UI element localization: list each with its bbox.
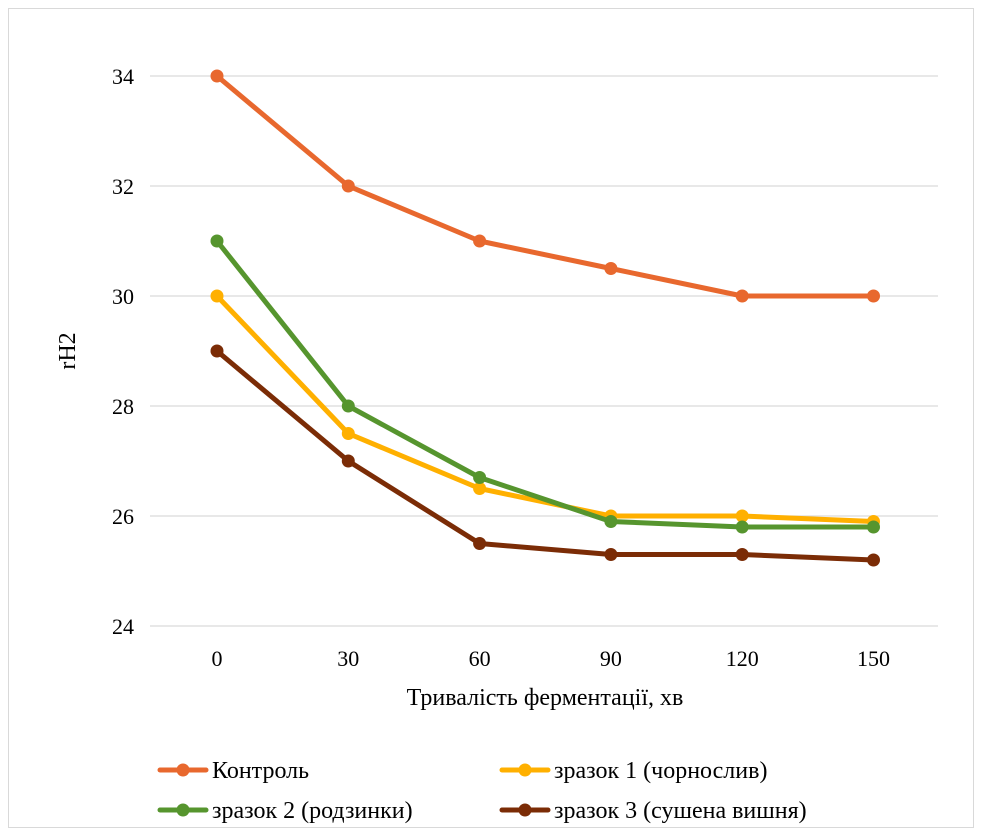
- series-line: [214, 73, 876, 299]
- y-tick-label: 34: [112, 64, 134, 89]
- y-tick-label: 24: [112, 614, 134, 639]
- legend-label: Контроль: [212, 758, 309, 784]
- legend-item: Контроль: [157, 758, 309, 784]
- legend-item: зразок 1 (чорнослив): [499, 758, 767, 784]
- legend-label: зразок 3 (сушена вишня): [554, 798, 807, 824]
- x-tick-label: 120: [726, 646, 759, 671]
- y-tick-label: 30: [112, 284, 134, 309]
- series-lines: [210, 69, 880, 567]
- x-tick-label: 0: [212, 646, 223, 671]
- x-tick-label: 60: [469, 646, 491, 671]
- data-point: [867, 520, 880, 534]
- chart-frame: [8, 8, 974, 828]
- series-3: [210, 234, 880, 534]
- data-point: [604, 548, 618, 561]
- series-line: [214, 348, 876, 563]
- series-line: [214, 293, 876, 524]
- data-point: [210, 234, 224, 248]
- data-point: [735, 520, 749, 534]
- legend: Контроль зразок 1 (чорнослив) зразок 2 (ро…: [157, 758, 807, 824]
- x-tick-label: 90: [600, 646, 622, 671]
- series-line: [214, 238, 876, 530]
- series-2: [210, 289, 880, 528]
- data-point: [867, 553, 880, 567]
- data-point: [735, 509, 749, 523]
- data-point: [473, 234, 487, 248]
- x-axis-tick-labels: 0 30 60 90 120 150: [212, 646, 891, 671]
- data-point: [867, 289, 880, 303]
- y-tick-label: 28: [112, 394, 134, 419]
- data-point: [210, 69, 224, 83]
- data-point: [210, 344, 224, 358]
- series-4: [210, 344, 880, 567]
- x-tick-label: 150: [857, 646, 890, 671]
- legend-item: зразок 3 (сушена вишня): [499, 798, 807, 824]
- data-point: [473, 482, 487, 495]
- legend-swatch-marker: [518, 763, 532, 777]
- data-point: [604, 515, 618, 528]
- data-point: [210, 289, 224, 303]
- data-point: [473, 471, 487, 484]
- legend-label: зразок 2 (родзинки): [212, 798, 413, 824]
- data-point: [341, 399, 355, 413]
- data-point: [604, 262, 618, 275]
- data-point: [735, 289, 749, 303]
- y-axis-tick-labels: 24 26 28 30 32 34: [112, 64, 134, 639]
- series-1: [210, 69, 880, 303]
- data-point: [735, 548, 749, 561]
- legend-swatch-marker: [518, 803, 532, 817]
- data-point: [341, 179, 355, 193]
- y-tick-label: 26: [112, 504, 134, 529]
- x-axis-title: Тривалість ферментації, хв: [407, 685, 684, 711]
- legend-swatch-marker: [176, 763, 190, 777]
- y-tick-label: 32: [112, 174, 134, 199]
- data-point: [341, 427, 355, 440]
- x-tick-label: 30: [337, 646, 359, 671]
- y-axis-title: rH2: [55, 332, 81, 369]
- data-point: [341, 454, 355, 468]
- data-point: [473, 537, 487, 550]
- legend-swatch-marker: [176, 803, 190, 817]
- legend-label: зразок 1 (чорнослив): [554, 758, 767, 784]
- legend-item: зразок 2 (родзинки): [157, 798, 413, 824]
